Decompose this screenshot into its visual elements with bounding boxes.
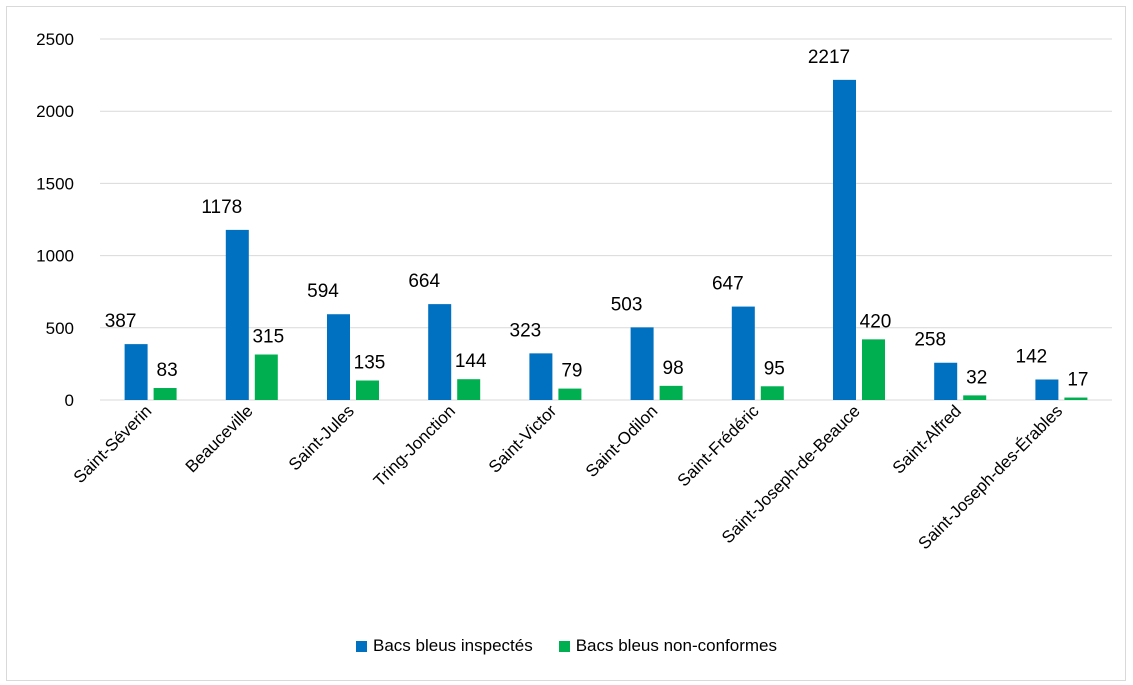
y-tick-label: 500 [46,319,74,338]
bar-nonconform [862,339,885,400]
x-category-label: Saint-Frédéric [674,401,763,490]
legend-item-inspected: Bacs bleus inspectés [356,636,533,656]
data-label: 647 [712,274,744,295]
data-label: 135 [354,353,386,374]
legend-label-nonconform: Bacs bleus non-conformes [575,636,777,655]
bar-inspected [630,327,654,400]
bar-inspected [934,362,958,400]
bar-inspected [529,353,553,400]
x-category-label: Saint-Jules [285,401,358,474]
x-category-label: Saint-Séverin [70,401,156,487]
data-label: 503 [611,294,643,315]
bar-nonconform [356,380,379,400]
bar-nonconform [457,379,481,400]
y-axis-tick-labels: 0 500 1000 1500 2000 2500 [36,30,74,410]
data-label: 144 [455,351,487,372]
data-label: 315 [252,327,284,348]
x-category-label: Tring-Jonction [370,401,459,490]
bar-inspected [327,314,350,400]
y-tick-label: 2500 [36,30,74,49]
legend-label-inspected: Bacs bleus inspectés [373,636,533,655]
data-labels: 387 83 1178 315 594 135 664 144 323 79 503 98 647 95 2… [105,47,1089,391]
data-label: 83 [157,360,178,381]
bar-nonconform [153,388,177,400]
x-category-label: Saint-Odilon [582,401,662,481]
data-label: 32 [966,367,987,388]
x-category-label: Saint-Alfred [889,401,965,477]
bar-nonconform [659,385,683,400]
data-label: 142 [1016,346,1048,367]
y-tick-label: 2000 [36,102,74,121]
bar-inspected [833,79,856,400]
bar-nonconform [963,395,987,400]
y-tick-label: 1500 [36,174,74,193]
bar-inspected [731,306,755,400]
bar-nonconform [1064,397,1088,400]
bar-inspected [124,344,148,400]
data-label: 95 [764,358,785,379]
chart-frame [6,6,1126,681]
x-axis-category-labels: Saint-Séverin Beauceville Saint-Jules Tring… [70,401,1066,553]
data-label: 98 [663,358,684,379]
x-category-label: Saint-Victor [485,401,561,477]
y-tick-label: 0 [65,391,74,410]
bar-nonconform [254,354,278,400]
data-label: 1178 [201,197,242,218]
y-tick-label: 1000 [36,247,74,266]
data-label: 258 [914,330,946,351]
data-label: 79 [561,361,582,382]
legend-swatch-nonconform [558,640,570,652]
data-label: 17 [1067,370,1088,391]
legend: Bacs bleus inspectés Bacs bleus non-conf… [0,636,1133,656]
legend-item-nonconform: Bacs bleus non-conformes [558,636,777,656]
bar-nonconform [558,388,582,400]
bar-inspected [1035,379,1059,400]
legend-swatch-inspected [356,640,367,652]
x-category-label: Beauceville [182,401,257,476]
data-label: 594 [307,281,339,302]
data-label: 323 [510,320,542,341]
bar-inspected [225,229,249,400]
bar-nonconform [760,386,784,400]
data-label: 2217 [808,47,850,68]
bars [124,79,1088,400]
data-label: 664 [408,271,440,292]
data-label: 420 [860,311,892,332]
bar-inspected [428,304,452,400]
data-label: 387 [105,311,137,332]
